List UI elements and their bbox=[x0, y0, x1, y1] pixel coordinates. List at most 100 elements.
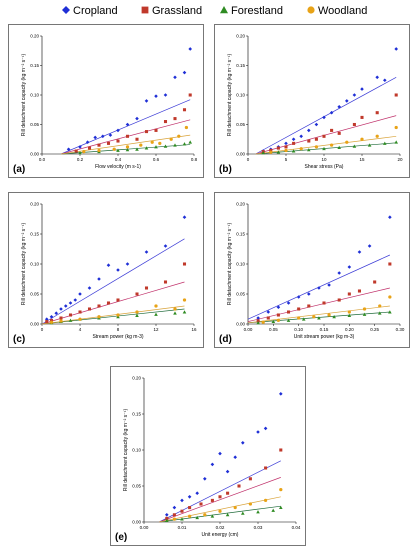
x-tick-label: 12 bbox=[153, 327, 159, 332]
point-cropland bbox=[180, 498, 184, 503]
point-grassland bbox=[276, 313, 280, 317]
point-forestland bbox=[195, 515, 199, 520]
point-cropland bbox=[256, 430, 260, 434]
x-tick-label: 20 bbox=[397, 157, 403, 162]
point-woodland bbox=[279, 487, 283, 492]
point-cropland bbox=[163, 244, 168, 248]
y-tick-label: 0.05 bbox=[132, 484, 141, 489]
panel-e: 0.00 0.01 0.02 0.03 0.04 0.00 0.05 0.10 0.15 0.20… bbox=[110, 366, 306, 546]
point-grassland bbox=[188, 93, 192, 97]
point-grassland bbox=[135, 292, 139, 296]
y-tick-label: 0.15 bbox=[30, 63, 39, 68]
y-tick-label: 0.00 bbox=[30, 152, 39, 157]
point-forestland bbox=[301, 317, 306, 321]
x-tick-label: 10 bbox=[321, 157, 327, 162]
panel-a: 0.0 0.2 0.4 0.6 0.8 0.00 0.05 0.10 0.15 0.20 Flow … bbox=[8, 24, 204, 178]
point-grassland bbox=[360, 115, 364, 119]
point-grassland bbox=[218, 495, 222, 499]
x-tick-label: 0.2 bbox=[77, 157, 84, 162]
point-woodland bbox=[347, 310, 351, 314]
point-grassland bbox=[182, 262, 187, 266]
point-cropland bbox=[367, 244, 372, 248]
point-grassland bbox=[125, 134, 130, 138]
fit-line-woodland bbox=[159, 496, 281, 523]
point-woodland bbox=[187, 514, 192, 518]
point-cropland bbox=[195, 491, 199, 495]
x-tick-label: 0.00 bbox=[140, 525, 149, 530]
point-woodland bbox=[388, 295, 392, 299]
point-cropland bbox=[188, 47, 192, 51]
point-grassland bbox=[352, 122, 356, 127]
fit-line-forestland bbox=[159, 505, 281, 523]
y-tick-label: 0.10 bbox=[236, 262, 245, 267]
fit-line-cropland bbox=[255, 76, 397, 155]
point-forestland bbox=[388, 310, 392, 314]
point-grassland bbox=[297, 307, 301, 311]
point-grassland bbox=[347, 292, 351, 296]
x-axis-label: Flow velocity (m s-1) bbox=[95, 164, 141, 170]
point-forestland bbox=[154, 145, 158, 149]
point-grassland bbox=[188, 506, 192, 510]
point-grassland bbox=[78, 310, 82, 314]
point-grassland bbox=[74, 149, 78, 153]
point-forestland bbox=[144, 146, 149, 150]
x-tick-label: 0.10 bbox=[294, 327, 303, 332]
point-cropland bbox=[218, 451, 222, 456]
point-grassland bbox=[144, 286, 149, 290]
point-forestland bbox=[286, 318, 291, 322]
point-cropland bbox=[322, 115, 326, 120]
point-grassland bbox=[226, 491, 230, 495]
point-forestland bbox=[261, 151, 265, 155]
point-cropland bbox=[66, 147, 71, 152]
x-tick-label: 0.0 bbox=[39, 157, 46, 162]
x-tick-label: 0.00 bbox=[244, 327, 253, 332]
point-forestland bbox=[291, 149, 296, 153]
point-woodland bbox=[329, 143, 334, 147]
point-grassland bbox=[375, 111, 379, 115]
point-grassland bbox=[276, 146, 280, 150]
point-grassland bbox=[106, 301, 111, 305]
y-tick-label: 0.15 bbox=[236, 232, 245, 237]
fit-line-grassland bbox=[247, 287, 390, 322]
x-tick-label: 0.04 bbox=[292, 525, 301, 530]
y-tick-label: 0.20 bbox=[236, 202, 245, 207]
x-tick-label: 0.30 bbox=[396, 327, 405, 332]
point-woodland bbox=[263, 498, 268, 503]
point-cropland bbox=[256, 316, 260, 320]
point-grassland bbox=[269, 148, 273, 152]
panel-label: (b) bbox=[219, 164, 232, 175]
point-woodland bbox=[125, 145, 130, 149]
y-tick-label: 0.00 bbox=[132, 520, 141, 525]
point-woodland bbox=[362, 307, 367, 311]
point-woodland bbox=[261, 320, 265, 324]
point-woodland bbox=[182, 298, 187, 302]
y-tick-label: 0.00 bbox=[236, 152, 245, 157]
point-grassland bbox=[154, 128, 158, 132]
point-grassland bbox=[135, 137, 139, 141]
point-forestland bbox=[180, 517, 184, 521]
point-grassland bbox=[307, 139, 311, 143]
point-cropland bbox=[284, 141, 288, 146]
point-woodland bbox=[82, 150, 86, 154]
point-forestland bbox=[367, 143, 372, 147]
panel-d: 0.00 0.05 0.10 0.15 0.20 0.25 0.30 0.00 0.05 0.10… bbox=[214, 192, 410, 348]
fit-line-cropland bbox=[60, 99, 191, 155]
point-grassland bbox=[388, 262, 392, 266]
point-grassland bbox=[45, 320, 49, 324]
fit-line-cropland bbox=[41, 238, 185, 325]
point-forestland bbox=[173, 311, 177, 315]
x-tick-label: 0 bbox=[41, 327, 44, 332]
point-grassland bbox=[165, 516, 169, 520]
point-grassland bbox=[59, 316, 63, 320]
point-cropland bbox=[360, 87, 364, 91]
y-tick-label: 0.15 bbox=[30, 232, 39, 237]
point-grassland bbox=[292, 141, 296, 145]
point-cropland bbox=[125, 122, 130, 127]
point-cropland bbox=[116, 128, 120, 133]
fit-line-woodland bbox=[255, 135, 397, 155]
point-woodland bbox=[203, 513, 207, 517]
point-grassland bbox=[199, 502, 203, 506]
fit-line-cropland bbox=[159, 460, 281, 523]
point-grassland bbox=[116, 139, 120, 143]
point-woodland bbox=[184, 125, 189, 130]
